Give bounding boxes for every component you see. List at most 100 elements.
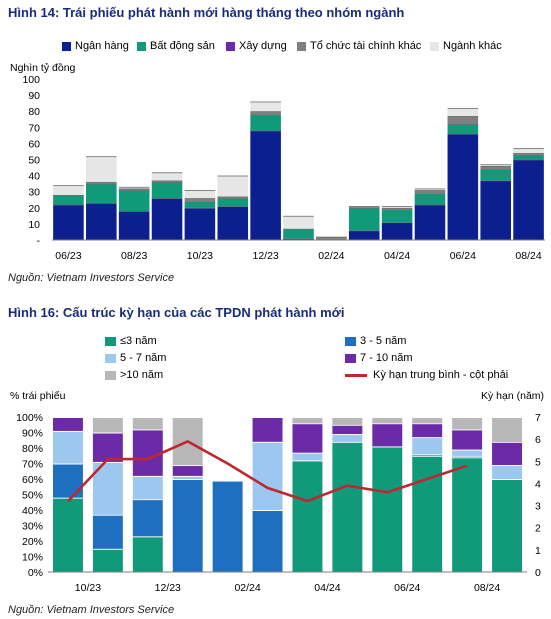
y-tick-label: 40 — [28, 171, 40, 183]
bar-segment — [513, 153, 544, 155]
y-tick-label: 60% — [22, 474, 43, 486]
bar-segment-edge — [513, 154, 544, 156]
bar-segment — [92, 417, 123, 433]
bar-segment — [447, 116, 479, 125]
bar-segment — [412, 455, 443, 572]
bar-segment-divider — [92, 417, 123, 418]
x-tick-label: 06/24 — [394, 582, 420, 594]
bar-segment — [480, 164, 511, 166]
x-tick-label: 08/24 — [515, 250, 541, 262]
y-tick-label: 70% — [22, 459, 43, 471]
bar-segment — [381, 222, 413, 240]
y-tick-label: - — [37, 235, 41, 247]
bar-segment — [86, 156, 117, 183]
bar-segment-divider — [332, 434, 363, 436]
bar-segment-divider — [252, 441, 283, 443]
legend-label: Bất động sản — [150, 40, 215, 52]
x-tick-label: 02/24 — [318, 250, 344, 262]
bar-segment — [52, 417, 83, 431]
bar-segment — [252, 510, 283, 572]
bar-segment — [52, 497, 83, 572]
bar-segment — [212, 480, 243, 572]
legend-swatch — [226, 41, 235, 51]
bar-segment-divider — [292, 423, 323, 425]
bar-segment — [332, 417, 363, 425]
bar-segment-divider — [452, 429, 483, 431]
bar-segment — [250, 111, 281, 115]
y2-tick-label: 3 — [535, 501, 541, 513]
bar-segment-edge — [250, 101, 281, 103]
legend-label: Ngành khác — [443, 40, 502, 52]
bar-segment — [172, 475, 203, 479]
bar-segment-divider — [212, 480, 243, 482]
bar-segment-edge — [184, 207, 216, 209]
bar-segment-edge — [513, 148, 544, 150]
x-tick-label: 06/24 — [450, 250, 476, 262]
bar-segment-divider — [332, 441, 363, 443]
bar-segment — [381, 209, 413, 223]
chart2-title: Hình 16: Cấu trúc kỳ hạn của các TPDN ph… — [8, 305, 345, 320]
bar-segment — [86, 182, 117, 184]
x-tick-label: 12/23 — [155, 582, 181, 594]
bar-segment-divider — [412, 437, 443, 439]
legend-swatch — [105, 370, 116, 380]
legend-item-avg-maturity: Kỳ hạn trung bình - cột phải — [345, 369, 508, 381]
bar-segment-divider — [492, 417, 523, 418]
bar-segment-edge — [414, 204, 446, 206]
bar-segment — [513, 159, 544, 240]
bar-segment — [492, 441, 523, 466]
y-tick-label: 10 — [28, 219, 40, 231]
bar-segment-edge — [118, 190, 150, 191]
bar-segment-edge — [184, 198, 216, 199]
y-tick-label: 100 — [22, 74, 40, 86]
legend-swatch — [430, 41, 439, 51]
bar-segment — [412, 423, 443, 438]
bar-segment-divider — [452, 457, 483, 459]
legend-swatch — [62, 41, 71, 51]
bar-segment — [372, 446, 403, 572]
legend-item-construction: Xây dựng — [226, 40, 287, 52]
bar-segment-edge — [414, 193, 446, 195]
x-tick-label: 02/24 — [234, 582, 260, 594]
bar-segment-edge — [151, 172, 183, 174]
x-tick-label: 12/23 — [252, 250, 278, 262]
y-tick-label: 90% — [22, 428, 43, 440]
bar-segment-edge — [118, 188, 150, 190]
bar-segment-divider — [492, 479, 523, 480]
bar-segment — [492, 417, 523, 442]
bar-segment — [217, 175, 249, 197]
bar-segment — [452, 429, 483, 450]
chart2-source: Nguồn: Vietnam Investors Service — [8, 604, 175, 616]
bar-segment-divider — [52, 417, 83, 418]
legend-label: ≤3 năm — [120, 335, 157, 347]
bar-segment-edge — [86, 182, 117, 183]
bar-segment — [414, 193, 446, 205]
bar-segment-edge — [381, 207, 413, 209]
bar-segment — [217, 196, 249, 199]
bar-segment-divider — [492, 465, 523, 467]
legend-label: 7 - 10 năm — [360, 352, 413, 364]
bar-segment-divider — [332, 424, 363, 426]
bar-segment-divider — [412, 423, 443, 425]
bar-segment-edge — [151, 180, 183, 182]
bar-segment — [372, 417, 403, 424]
bar-segment-edge — [118, 211, 150, 212]
bar-segment-edge — [480, 164, 511, 166]
bar-segment — [292, 452, 323, 461]
bar-segment — [283, 238, 314, 240]
bar-segment-divider — [292, 452, 323, 454]
chart2-y2-axis-label: Kỳ hạn (năm) — [481, 390, 545, 402]
chart2-plot: 0% 10% 20% 30% 40% 50% 60% 70% 80% 90% 100% 0 1 2 3 4 5 6… — [16, 412, 541, 594]
legend-swatch — [345, 336, 356, 346]
bar-segment-divider — [332, 417, 363, 418]
bar-segment — [250, 130, 281, 240]
x-tick-label: 10/23 — [75, 582, 101, 594]
bar-segment-edge — [184, 201, 216, 203]
bar-segment — [118, 190, 150, 212]
legend-item-le3: ≤3 năm — [105, 335, 157, 347]
bar-segment — [184, 190, 216, 199]
bar-segment — [316, 236, 347, 240]
bar-segment-divider — [452, 417, 483, 418]
y2-tick-label: 6 — [535, 434, 541, 446]
bar-segment-divider — [412, 455, 443, 457]
